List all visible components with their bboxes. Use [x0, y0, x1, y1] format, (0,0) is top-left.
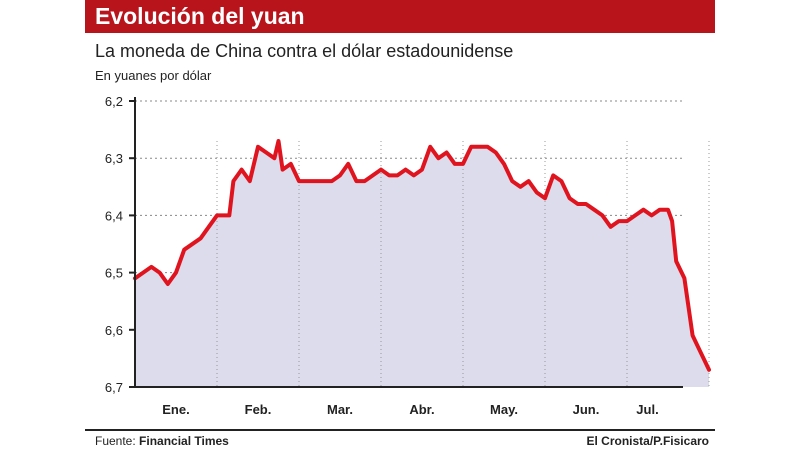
- series-line: [133, 139, 711, 372]
- y-axis-unit-label: En yuanes por dólar: [95, 68, 212, 83]
- x-tick-label: Feb.: [245, 402, 272, 417]
- y-tick-label: 6,4: [105, 208, 123, 223]
- x-tick-label: Ene.: [162, 402, 189, 417]
- source-note: Fuente: Financial Times: [95, 434, 229, 448]
- x-tick-label: Mar.: [327, 402, 353, 417]
- source-label: Fuente:: [95, 434, 136, 448]
- axes: [129, 97, 683, 388]
- y-tick-label: 6,5: [105, 266, 123, 281]
- area-fill: [135, 141, 709, 387]
- x-tick-labels: Ene. Feb. Mar. Abr. May. Jun. Jul.: [162, 402, 658, 417]
- chart-frame: Evolución del yuan La moneda de China co…: [85, 0, 715, 450]
- credit: El Cronista/P.Fisicaro: [586, 434, 710, 448]
- chart-title: Evolución del yuan: [95, 3, 305, 29]
- yuan-chart: 6,2 6,3 6,4 6,5 6,6 6,7 Ene. Feb. Mar. Abr. May. J…: [105, 94, 711, 417]
- y-tick-label: 6,6: [105, 323, 123, 338]
- x-tick-label: Abr.: [409, 402, 434, 417]
- x-tick-label: Jul.: [636, 402, 658, 417]
- footer-rule: [85, 429, 715, 431]
- chart-subtitle: La moneda de China contra el dólar estad…: [95, 41, 514, 61]
- x-tick-label: May.: [490, 402, 518, 417]
- source-name: Financial Times: [139, 434, 229, 448]
- x-tick-label: Jun.: [573, 402, 600, 417]
- y-tick-label: 6,2: [105, 94, 123, 109]
- y-tick-label: 6,3: [105, 151, 123, 166]
- title-bar: Evolución del yuan: [85, 0, 715, 33]
- y-tick-labels: 6,2 6,3 6,4 6,5 6,6 6,7: [105, 94, 123, 395]
- y-tick-label: 6,7: [105, 380, 123, 395]
